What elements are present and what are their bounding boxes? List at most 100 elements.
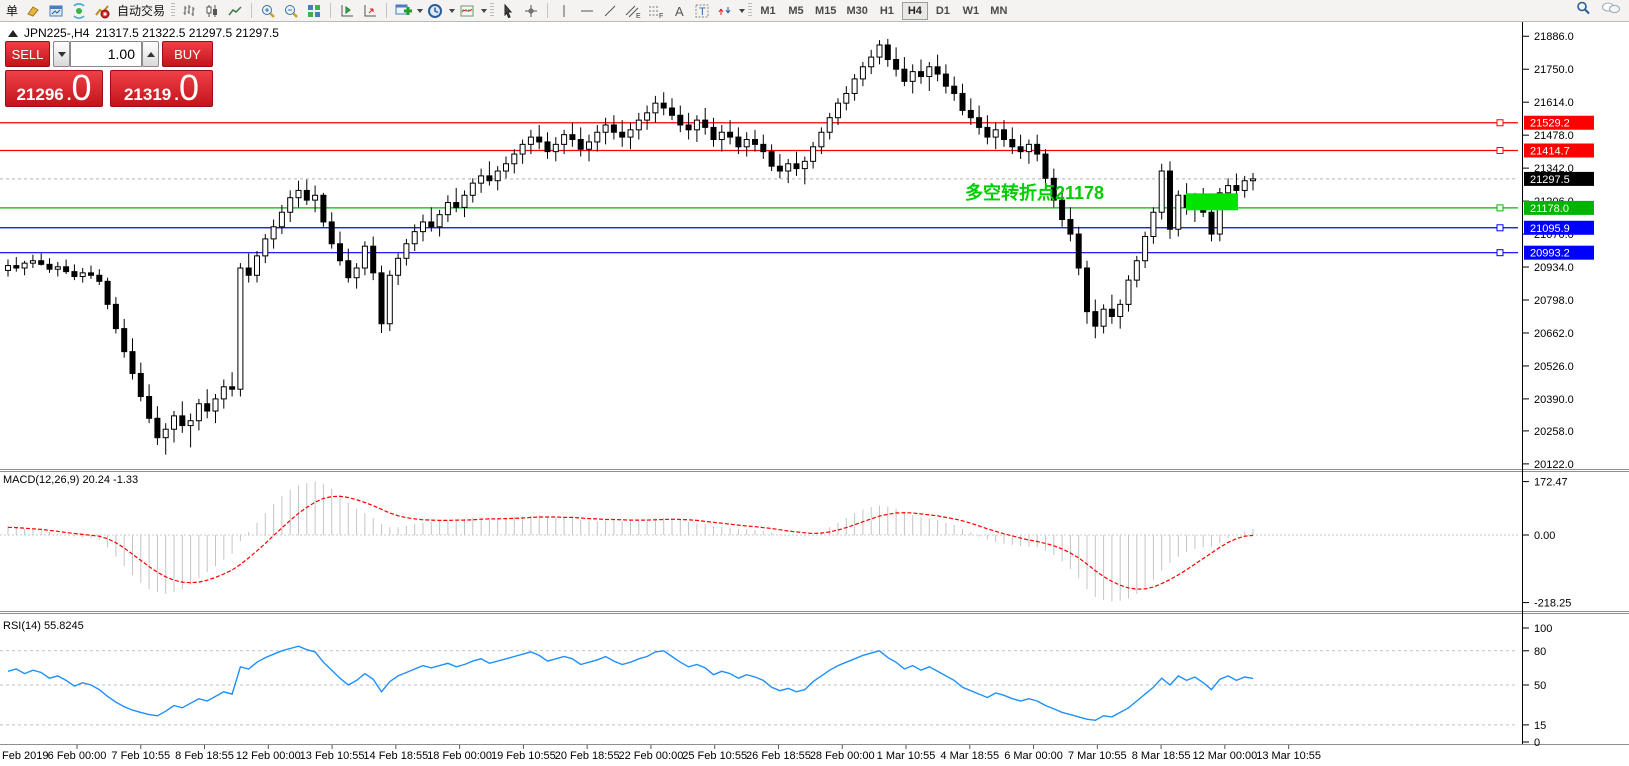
macd-signal-line — [7, 495, 1254, 590]
timeframe-D1[interactable]: D1 — [930, 2, 956, 20]
timeframe-M5[interactable]: M5 — [783, 2, 809, 20]
hline-21178.0[interactable] — [0, 204, 1518, 212]
volume-input[interactable] — [70, 41, 142, 67]
volume-increase-button[interactable] — [142, 41, 159, 67]
templates-icon[interactable] — [456, 1, 478, 20]
candles-layer — [5, 38, 1256, 455]
line-chart-icon[interactable] — [224, 1, 246, 20]
hline-21414.7[interactable] — [0, 146, 1518, 154]
timeframe-MN[interactable]: MN — [986, 2, 1012, 20]
hline-21529.2[interactable] — [0, 119, 1518, 127]
svg-text:T: T — [699, 6, 706, 18]
trendline-icon[interactable] — [599, 1, 621, 20]
svg-text:-218.25: -218.25 — [1534, 598, 1571, 610]
svg-text:4 Mar 18:55: 4 Mar 18:55 — [940, 750, 999, 762]
svg-text:21178.0: 21178.0 — [1530, 203, 1569, 215]
autotrading-label[interactable]: 自动交易 — [117, 4, 166, 18]
svg-text:1 Mar 10:55: 1 Mar 10:55 — [877, 750, 936, 762]
indicators-dropdown-icon[interactable] — [417, 8, 424, 13]
timeframe-W1[interactable]: W1 — [958, 2, 984, 20]
hline-21095.9[interactable] — [0, 224, 1518, 232]
svg-text:21529.2: 21529.2 — [1530, 118, 1570, 130]
horizontal-line-icon[interactable] — [576, 1, 598, 20]
new-chart-icon[interactable] — [45, 1, 67, 20]
candlestick-chart-icon[interactable] — [201, 1, 223, 20]
market-watch-icon[interactable] — [68, 1, 90, 20]
bar-chart-icon[interactable] — [178, 1, 200, 20]
buy-price-frac: 0 — [178, 66, 200, 108]
svg-text:20122.0: 20122.0 — [1534, 459, 1574, 471]
zoom-out-icon[interactable] — [280, 1, 302, 20]
sell-price-dot: . — [66, 84, 72, 104]
templates-dropdown-icon[interactable] — [481, 8, 488, 13]
buy-price-box[interactable]: 21319. 0 — [110, 66, 213, 108]
svg-text:20662.0: 20662.0 — [1534, 328, 1574, 340]
sell-price: 21296 — [16, 84, 64, 104]
svg-text:21614.0: 21614.0 — [1534, 97, 1574, 109]
svg-text:80: 80 — [1534, 646, 1546, 658]
svg-text:26 Feb 18:55: 26 Feb 18:55 — [746, 750, 811, 762]
indicator-level-lines — [0, 534, 1518, 726]
rsi-line — [7, 645, 1254, 722]
indicators-icon[interactable] — [392, 1, 414, 20]
svg-text:18 Feb 00:00: 18 Feb 00:00 — [427, 750, 492, 762]
fibonacci-icon[interactable]: F — [645, 1, 667, 20]
equidistant-channel-icon[interactable]: E — [622, 1, 644, 20]
svg-text:F: F — [659, 13, 663, 19]
text-icon[interactable]: A — [668, 1, 690, 20]
autotrading-icon[interactable] — [91, 1, 113, 20]
toolbar-separator — [547, 3, 549, 18]
hline-20993.2[interactable] — [0, 249, 1518, 257]
price-chart[interactable]: 21886.021750.021614.021478.021342.021206… — [0, 22, 1629, 766]
toolbar-grip — [171, 3, 176, 18]
volume-decrease-button[interactable] — [53, 41, 70, 67]
svg-text:多空转折点21178: 多空转折点21178 — [965, 182, 1104, 203]
buy-price: 21319 — [123, 84, 172, 104]
periods-dropdown-icon[interactable] — [449, 8, 456, 13]
sell-button[interactable]: SELL — [5, 41, 50, 67]
svg-text:6 Feb 00:00: 6 Feb 00:00 — [48, 750, 107, 762]
chart-title: JPN225-,H4 21317.5 21322.5 21297.5 21297… — [8, 26, 279, 40]
vertical-line-icon[interactable] — [553, 1, 575, 20]
svg-text:172.47: 172.47 — [1534, 477, 1568, 489]
pivot-highlight-box[interactable] — [1186, 193, 1238, 211]
cursor-icon[interactable] — [497, 1, 519, 20]
timeframe-H1[interactable]: H1 — [874, 2, 900, 20]
chat-icon[interactable] — [1601, 0, 1621, 21]
sell-price-box[interactable]: 21296. 0 — [5, 66, 103, 108]
buy-button[interactable]: BUY — [162, 41, 213, 67]
timeframe-H4[interactable]: H4 — [901, 1, 928, 20]
new-order-label[interactable]: 单 — [6, 4, 19, 18]
auto-scroll-icon[interactable] — [336, 1, 358, 20]
indicator-labels: MACD(12,26,9) 20.24 -1.33 RSI(14) 55.8245 — [3, 474, 138, 632]
volume-down-icon — [57, 51, 66, 57]
chart-shift-icon[interactable] — [359, 1, 381, 20]
zoom-in-icon[interactable] — [257, 1, 279, 20]
svg-text:50: 50 — [1534, 680, 1546, 692]
tile-windows-icon[interactable] — [303, 1, 325, 20]
sell-price-frac: 0 — [71, 66, 92, 108]
svg-text:21886.0: 21886.0 — [1534, 31, 1574, 43]
search-icon[interactable] — [1575, 0, 1591, 21]
svg-text:20798.0: 20798.0 — [1534, 295, 1574, 307]
arrows-icon[interactable] — [714, 1, 736, 20]
svg-text:20258.0: 20258.0 — [1534, 426, 1574, 438]
one-click-trading-panel: SELL BUY 21296.0 21319.0 — [5, 41, 213, 107]
crosshair-icon[interactable] — [520, 1, 542, 20]
text-label-icon[interactable]: T — [691, 1, 713, 20]
toolbar: 单 自动交易 — [0, 0, 1629, 22]
timeframe-M30[interactable]: M30 — [842, 2, 871, 20]
new-order-icon[interactable] — [22, 1, 44, 20]
svg-text:7 Feb 10:55: 7 Feb 10:55 — [111, 750, 170, 762]
timeframe-M15[interactable]: M15 — [811, 2, 840, 20]
svg-text:21297.5: 21297.5 — [1530, 174, 1570, 186]
periods-icon[interactable] — [424, 1, 446, 20]
svg-text:0: 0 — [1534, 737, 1540, 749]
svg-text:13 Mar 10:55: 13 Mar 10:55 — [1256, 750, 1321, 762]
timeframe-M1[interactable]: M1 — [755, 2, 781, 20]
timeframe-bar: M1 M5 M15 M30 H1 H4 D1 W1 MN — [755, 1, 1012, 20]
svg-text:12 Mar 00:00: 12 Mar 00:00 — [1192, 750, 1257, 762]
svg-text:14 Feb 18:55: 14 Feb 18:55 — [363, 750, 428, 762]
arrows-dropdown-icon[interactable] — [739, 8, 746, 13]
svg-text:20 Feb 18:55: 20 Feb 18:55 — [555, 750, 620, 762]
